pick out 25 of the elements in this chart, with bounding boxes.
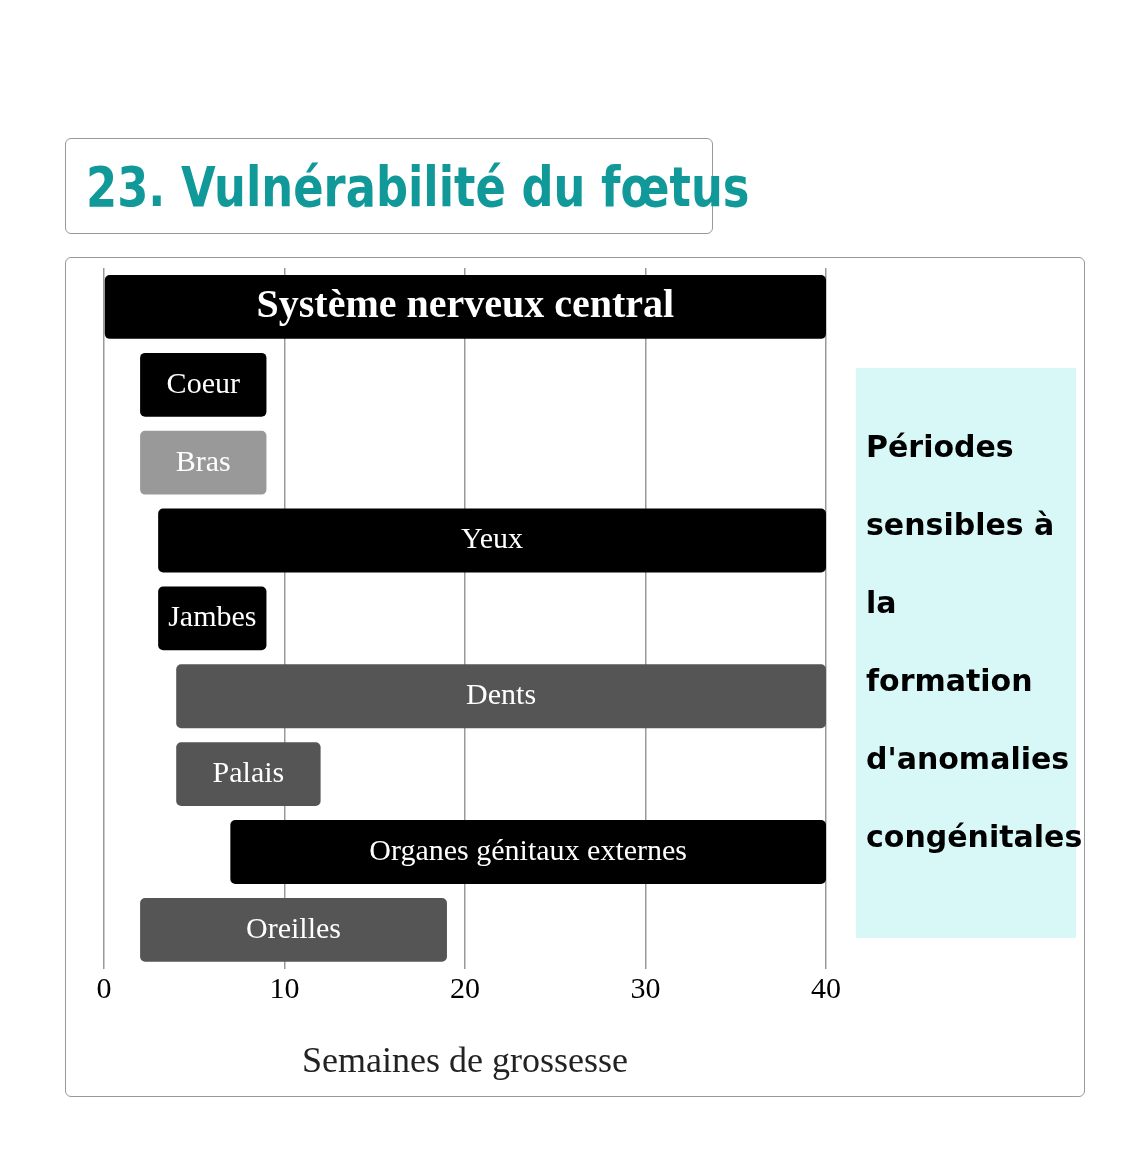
y-tick-label: Oreilles <box>246 910 342 944</box>
y-tick-label: Dents <box>466 677 537 711</box>
x-tick-label: 10 <box>269 970 300 1004</box>
bar <box>230 820 826 884</box>
x-tick-label: 20 <box>450 970 480 1004</box>
bar <box>104 275 826 339</box>
y-tick-label: Yeux <box>461 521 524 555</box>
bar <box>176 742 321 807</box>
y-tick-label: Organes génitaux externes <box>369 832 688 866</box>
y-tick-label: Jambes <box>168 599 257 633</box>
bar <box>140 430 267 495</box>
bar <box>140 352 267 417</box>
y-tick-label: Système nerveux central <box>256 281 675 327</box>
y-tick-label: Bras <box>175 443 231 477</box>
chart-title: 23. Vulnérabilité du fœtus <box>86 153 750 219</box>
bar <box>176 664 826 729</box>
text: Périodes sensibles à la formation d'anomalies congénitales <box>866 429 1083 854</box>
y-tick-label: Coeur <box>166 365 240 399</box>
x-tick-label: 30 <box>630 970 661 1004</box>
x-tick-label: 40 <box>811 970 841 1004</box>
bar <box>140 897 447 962</box>
x-tick-label: 0 <box>96 970 112 1004</box>
x-axis-title: Semaines de grossesse <box>302 1039 628 1080</box>
bar <box>158 508 826 573</box>
y-tick-label: Palais <box>212 755 285 789</box>
